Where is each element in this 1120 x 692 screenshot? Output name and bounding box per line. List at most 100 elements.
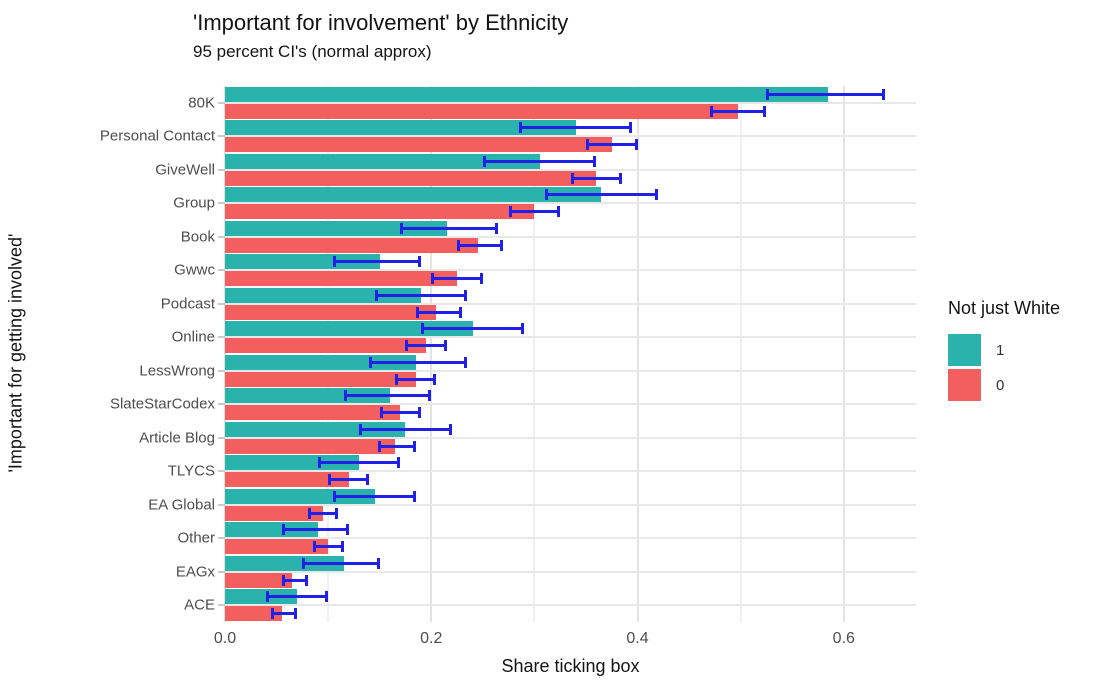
error-bar-line — [544, 193, 659, 197]
error-bar-line — [482, 159, 597, 163]
error-bar-cap-right — [417, 407, 421, 419]
error-bar-line — [281, 578, 308, 582]
error-bar-cap-left — [431, 273, 435, 285]
gridline-horizontal — [225, 436, 916, 439]
error-bar-cap-left — [271, 608, 275, 620]
error-bar-cap-right — [376, 557, 380, 569]
x-axis-tick-label: 0.6 — [832, 630, 855, 647]
error-bar-line — [405, 344, 447, 348]
y-axis-tick — [218, 470, 225, 473]
error-bar-line — [343, 394, 432, 398]
error-bar-cap-right — [459, 306, 463, 318]
error-bar-line — [420, 327, 525, 331]
error-bar-cap-left — [544, 189, 548, 201]
error-bar-cap-right — [655, 189, 659, 201]
bar-red — [225, 539, 329, 555]
gridline-minor-vertical — [739, 86, 742, 622]
category-label: Book — [180, 228, 215, 246]
gridline-major-vertical — [224, 86, 226, 622]
category-label: TLYCS — [167, 462, 215, 480]
y-axis-tick — [218, 369, 225, 372]
gridline-major-vertical — [636, 86, 639, 622]
category-label: ACE — [184, 596, 215, 614]
gridline-horizontal — [225, 101, 916, 104]
bar-red — [225, 103, 738, 119]
error-bar-line — [415, 310, 463, 314]
error-bar-cap-left — [709, 105, 713, 117]
error-bar-line — [307, 511, 339, 515]
y-axis-tick — [218, 336, 225, 339]
error-bar-line — [766, 92, 886, 96]
error-bar-cap-left — [266, 591, 270, 603]
y-axis-tick — [218, 235, 225, 238]
bar-red — [225, 405, 401, 421]
category-label: Online — [171, 328, 215, 346]
bar-red — [225, 170, 597, 186]
error-bar-cap-right — [428, 390, 432, 402]
gridline-horizontal — [225, 235, 916, 238]
error-bar-cap-right — [433, 373, 437, 385]
error-bar-line — [570, 176, 623, 180]
error-bar-line — [400, 226, 499, 230]
error-bar-cap-left — [585, 139, 589, 151]
error-bar-cap-right — [763, 105, 767, 117]
legend-key-swatch — [948, 334, 981, 366]
bar-red — [225, 271, 458, 287]
category-label: Personal Contact — [99, 127, 215, 145]
y-axis-tick — [218, 269, 225, 272]
error-bar-cap-right — [593, 155, 597, 167]
error-bar-cap-left — [328, 474, 332, 486]
gridline-horizontal — [225, 503, 916, 506]
error-bar-cap-left — [333, 490, 337, 502]
error-bar-cap-left — [405, 340, 409, 352]
error-bar-cap-right — [340, 541, 344, 553]
y-axis-tick — [218, 570, 225, 573]
error-bar-cap-right — [882, 88, 886, 100]
bar-teal — [225, 287, 421, 303]
gridline-horizontal — [225, 168, 916, 171]
error-bar-line — [369, 360, 468, 364]
error-bar-line — [379, 411, 421, 415]
gridline-horizontal — [225, 369, 916, 372]
error-bar-line — [328, 478, 370, 482]
gridline-horizontal — [225, 202, 916, 205]
gridline-horizontal — [225, 269, 916, 272]
error-bar-cap-left — [518, 122, 522, 134]
category-label: Article Blog — [139, 429, 215, 447]
error-bar-cap-right — [479, 273, 483, 285]
x-axis-tick-label: 0.0 — [213, 630, 237, 647]
bar-red — [225, 472, 349, 488]
error-bar-cap-right — [557, 206, 561, 218]
error-bar-line — [359, 427, 452, 431]
x-axis-tick-label: 0.4 — [626, 630, 649, 647]
error-bar-line — [312, 545, 344, 549]
y-axis-tick — [218, 302, 225, 305]
y-axis-tick — [218, 503, 225, 506]
error-bar-cap-right — [500, 239, 504, 251]
error-bar-cap-right — [345, 524, 349, 536]
error-bar-line — [271, 612, 298, 616]
y-axis-tick — [218, 604, 225, 607]
error-bar-cap-right — [366, 474, 370, 486]
legend-item: 0 — [948, 369, 1060, 401]
error-bar-line — [317, 461, 401, 465]
gridline-horizontal — [225, 537, 916, 540]
error-bar-line — [585, 143, 638, 147]
y-axis-tick — [218, 436, 225, 439]
gridline-horizontal — [225, 570, 916, 573]
bar-red — [225, 304, 437, 320]
error-bar-cap-left — [508, 206, 512, 218]
error-bar-cap-right — [464, 289, 468, 301]
error-bar-cap-right — [412, 490, 416, 502]
y-axis-tick — [218, 403, 225, 406]
error-bar-cap-left — [281, 524, 285, 536]
error-bar-cap-left — [415, 306, 419, 318]
category-label: Group — [173, 194, 215, 212]
error-bar-cap-right — [397, 457, 401, 469]
bar-red — [225, 204, 535, 220]
error-bar-cap-right — [294, 608, 298, 620]
y-axis-tick — [218, 101, 225, 104]
gridline-horizontal — [225, 403, 916, 406]
legend-item-label: 1 — [996, 341, 1005, 359]
